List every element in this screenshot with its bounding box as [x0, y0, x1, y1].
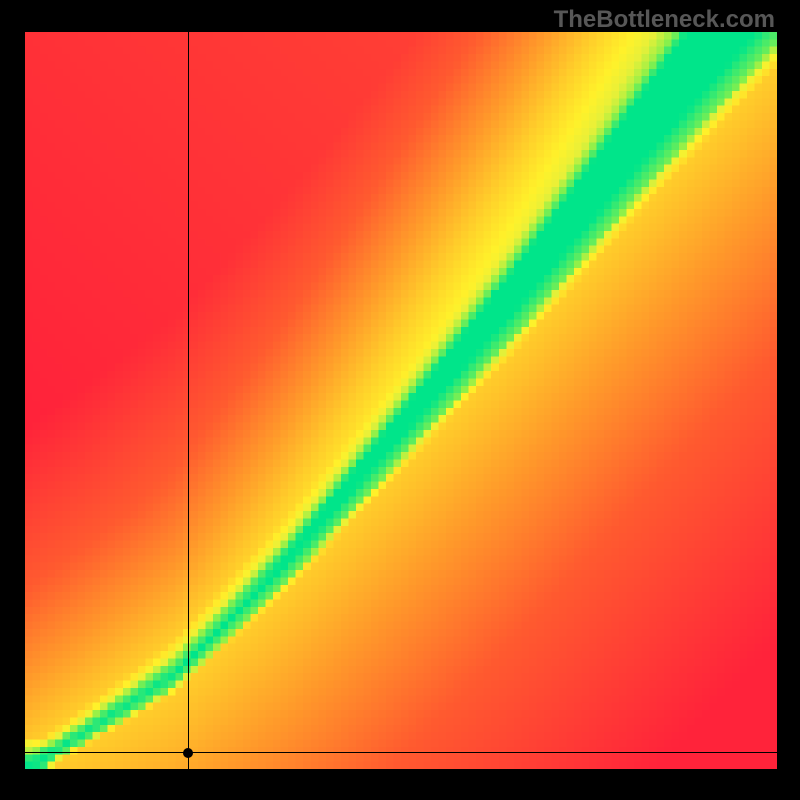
heatmap-canvas — [25, 32, 777, 769]
chart-container: TheBottleneck.com — [0, 0, 800, 800]
crosshair-horizontal — [25, 752, 777, 753]
watermark-text: TheBottleneck.com — [554, 6, 775, 34]
crosshair-marker — [183, 748, 193, 758]
crosshair-vertical — [188, 32, 189, 769]
